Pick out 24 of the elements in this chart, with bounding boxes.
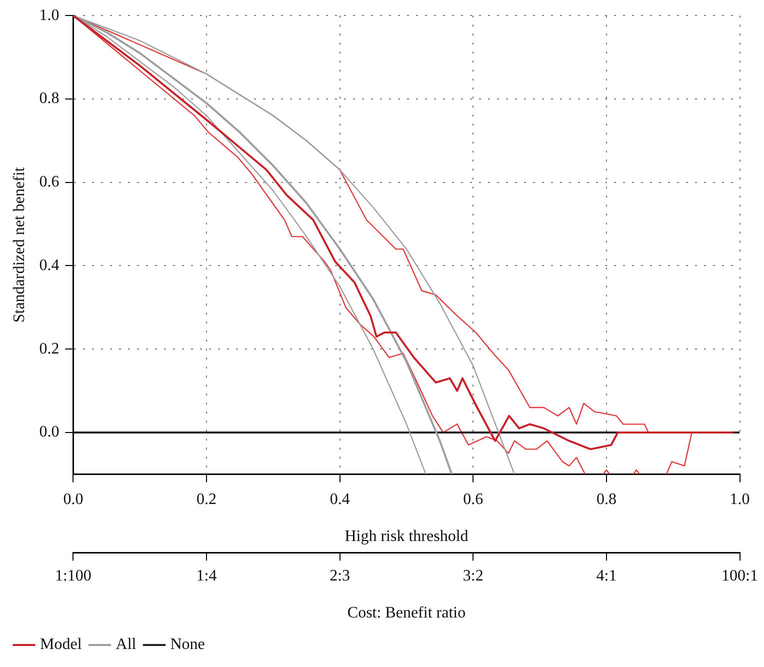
text: 100:1 — [722, 567, 758, 584]
y-tick-label: 0.2 — [39, 340, 60, 358]
text: 1:4 — [196, 567, 217, 584]
text: 3:2 — [462, 567, 484, 584]
y-tick-label: 0.0 — [39, 424, 60, 441]
x-tick-label: 0.8 — [596, 491, 616, 508]
y-tick-label: 1.0 — [39, 6, 60, 24]
text: 1:100 — [54, 567, 92, 584]
legend-label: All — [116, 636, 137, 654]
legend-label: None — [170, 636, 205, 654]
x-tick-label: 0.4 — [330, 491, 350, 508]
y-tick-label: 0.8 — [39, 90, 60, 108]
y-tick-label: 0.4 — [39, 256, 60, 274]
x-axis-title: High risk threshold — [344, 528, 468, 546]
y-axis-title: Standardized net benefit — [10, 166, 28, 323]
x-tick-label: 0.6 — [463, 491, 484, 508]
text: 2:3 — [330, 567, 350, 584]
x-tick-label: 0.2 — [196, 491, 217, 508]
x2-axis-title: Cost: Benefit ratio — [347, 604, 466, 622]
y-tick-label: 0.6 — [39, 174, 60, 191]
x-tick-label: 1.0 — [730, 491, 750, 508]
text: 4:1 — [596, 567, 617, 584]
x-tick-label: 0.0 — [63, 491, 84, 508]
legend-label: Model — [40, 636, 82, 654]
